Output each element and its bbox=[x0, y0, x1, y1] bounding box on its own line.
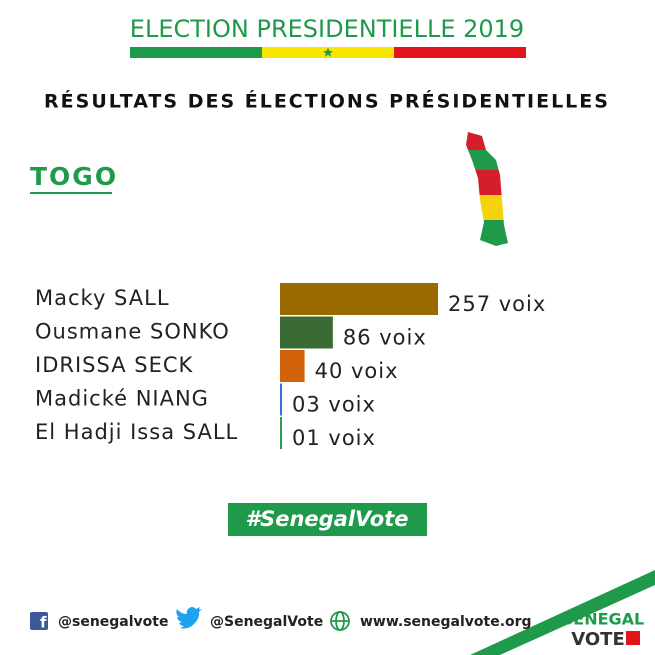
value-label: 01 voix bbox=[292, 426, 376, 450]
bar bbox=[280, 417, 282, 449]
category-label: El Hadji Issa SALL bbox=[35, 420, 238, 444]
flag-stripe bbox=[130, 47, 526, 58]
category-label: Ousmane SONKO bbox=[35, 320, 230, 344]
bar bbox=[280, 316, 333, 349]
twitter-handle[interactable]: @SenegalVote bbox=[210, 614, 323, 630]
value-label: 257 voix bbox=[448, 292, 546, 316]
title: RÉSULTATS DES ÉLECTIONS PRÉSIDENTIELLES bbox=[44, 90, 610, 113]
category-label: Macky SALL bbox=[35, 286, 170, 310]
bar bbox=[280, 283, 438, 315]
bar-chart: Macky SALL 257 voix Ousmane SONKO 86 voix ID… bbox=[35, 283, 546, 450]
facebook-handle[interactable]: @senegalvote bbox=[58, 614, 169, 630]
value-label: 40 voix bbox=[315, 359, 399, 383]
bar bbox=[280, 383, 282, 416]
web-icon bbox=[330, 611, 350, 631]
bar bbox=[280, 350, 305, 382]
facebook-glyph: f bbox=[40, 614, 47, 632]
country-underline bbox=[30, 192, 112, 194]
logo-box bbox=[626, 631, 640, 645]
category-label: Madické NIANG bbox=[35, 387, 209, 411]
facebook-icon bbox=[30, 612, 48, 630]
twitter-icon bbox=[176, 607, 202, 629]
hashtag: #SenegalVote bbox=[245, 507, 408, 531]
category-label: IDRISSA SECK bbox=[35, 353, 194, 377]
corner-panel bbox=[500, 585, 655, 655]
logo-top: SENEGAL bbox=[562, 610, 644, 629]
value-label: 86 voix bbox=[343, 326, 427, 350]
value-label: 03 voix bbox=[292, 393, 376, 417]
banner: ELECTION PRESIDENTIELLE 2019 bbox=[130, 15, 524, 43]
country: TOGO bbox=[30, 162, 118, 191]
website[interactable]: www.senegalvote.org bbox=[360, 614, 532, 630]
logo-bottom: VOTE bbox=[571, 629, 625, 650]
hashtag-box bbox=[228, 503, 427, 536]
